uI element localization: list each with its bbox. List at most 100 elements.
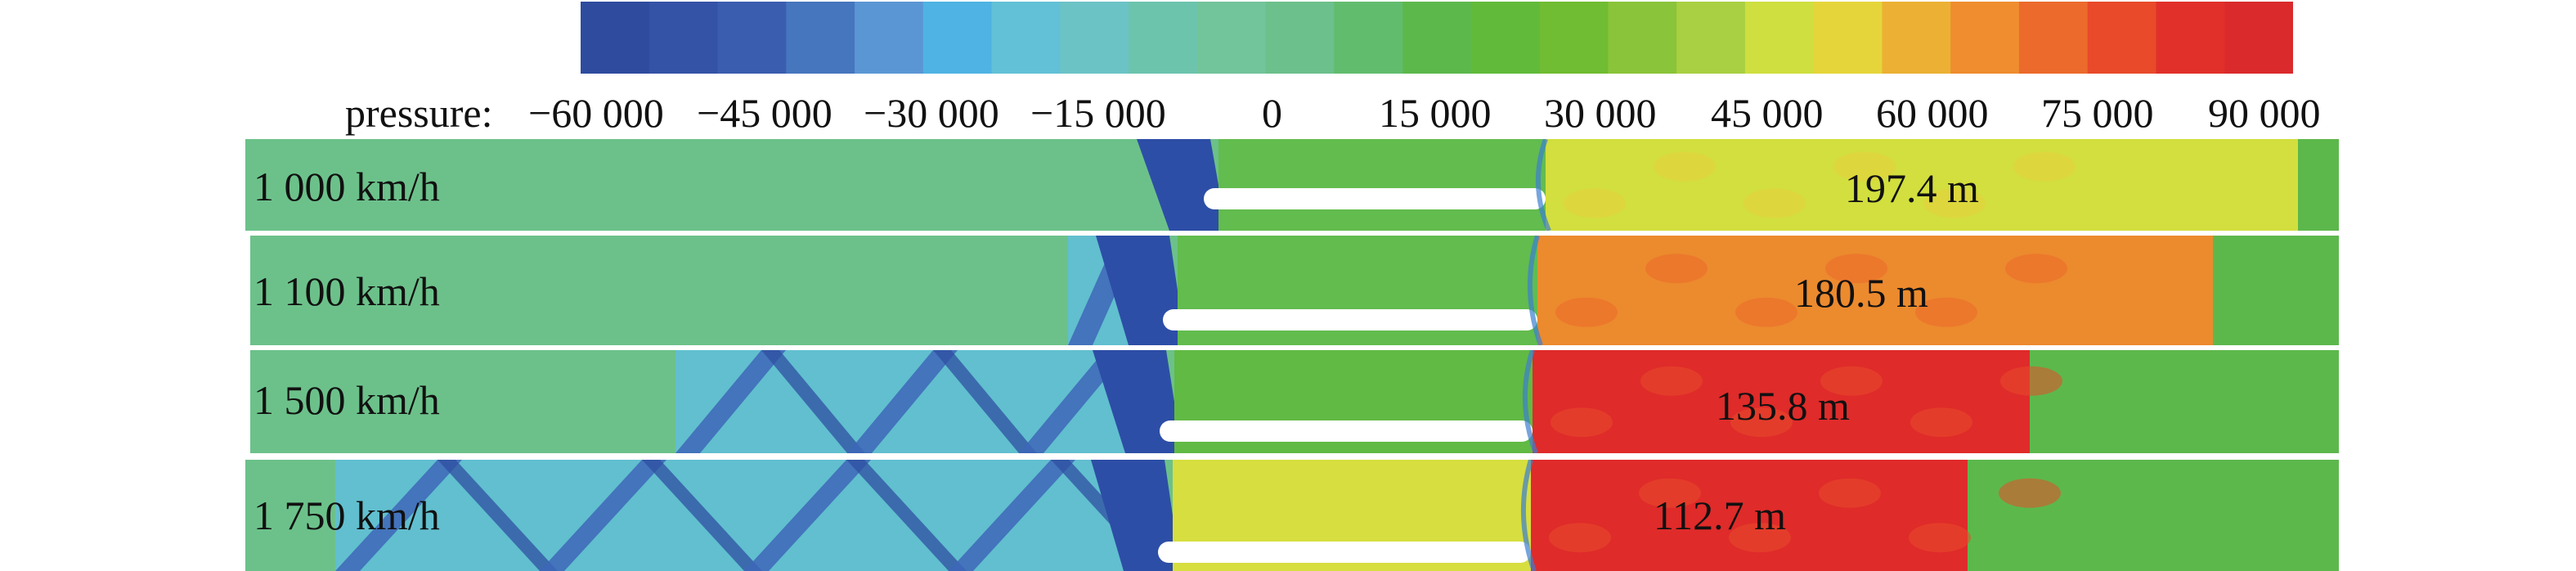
colorbar-band (1129, 2, 1198, 74)
nose-shock (1520, 460, 1537, 571)
colorbar-band (717, 2, 788, 74)
expansion-wave (761, 350, 865, 453)
colorbar-band (2018, 2, 2089, 74)
expansion-wave (949, 460, 1075, 571)
colorbar-band (2224, 2, 2294, 74)
compressed-region (1537, 236, 2213, 345)
colorbar-band (991, 2, 1061, 74)
colorbar-band (2156, 2, 2226, 74)
speed-label: 1 100 km/h (254, 268, 440, 314)
pressure-panel-1750: 1 750 km/h 112.7 m (245, 460, 2339, 571)
pressure-blob (1833, 151, 1896, 182)
pressure-blob (1910, 407, 1972, 438)
pressure-blob (1825, 254, 1887, 284)
colorbar-tick-label: −15 000 (1030, 90, 1166, 136)
expansion-wave (847, 350, 958, 453)
colorbar-tick-label: 90 000 (2208, 90, 2321, 136)
colorbar-band (648, 2, 719, 74)
colorbar-tick-label: 45 000 (1711, 90, 1824, 136)
colorbar-band (2087, 2, 2157, 74)
pressure-blob (1819, 478, 1881, 508)
colorbar-band (786, 2, 856, 74)
colorbar-tick-label: −60 000 (528, 90, 664, 136)
upstream-region (2298, 139, 2339, 231)
nose-shock (1535, 139, 1551, 231)
nose-shock (1527, 236, 1543, 345)
colorbar-band (1608, 2, 1678, 74)
colorbar-band (1882, 2, 1952, 74)
upstream-region (2213, 236, 2339, 345)
colorbar-tick-label: −45 000 (697, 90, 832, 136)
vehicle-body (1204, 188, 1546, 209)
vehicle-body (1163, 309, 1537, 330)
pressure-blob (2013, 151, 2076, 182)
pressure-blob (1820, 366, 1883, 396)
expansion-wave (438, 460, 558, 571)
pressure-blob (1915, 297, 1977, 327)
speed-label: 1 500 km/h (254, 377, 440, 423)
pressure-blob (2005, 254, 2067, 284)
speed-label: 1 000 km/h (254, 164, 440, 209)
pressure-blob (1729, 523, 1791, 553)
colorbar-band (1196, 2, 1267, 74)
pressure-blob (1999, 478, 2061, 508)
colorbar-band (855, 2, 924, 74)
colorbar-band (1470, 2, 1541, 74)
colorbar-band (922, 2, 993, 74)
pressure-field-1750-svg (245, 460, 2339, 571)
colorbar-band (1950, 2, 2020, 74)
compressed-region (1531, 460, 1968, 571)
expansion-wave (744, 460, 871, 571)
expansion-wave (540, 460, 666, 571)
colorbar-band (1334, 2, 1404, 74)
colorbar-band (1676, 2, 1746, 74)
colorbar-tick-label: 15 000 (1379, 90, 1492, 136)
expansion-wave (642, 460, 762, 571)
tail-expansion-fan (1093, 350, 1183, 453)
colorbar-band (1402, 2, 1472, 74)
colorbar-band (1744, 2, 1815, 74)
vehicle-body (1158, 542, 1531, 563)
speed-label: 1 750 km/h (254, 492, 440, 538)
pressure-blob (1549, 523, 1611, 553)
colorbar-tick-label: 0 (1262, 90, 1282, 136)
tail-expansion-fan (1137, 139, 1227, 231)
colorbar-gradient (581, 2, 2294, 74)
colorbar-title: pressure: (345, 90, 493, 136)
upstream-region (2030, 350, 2339, 453)
colorbar-labels: pressure: −60 000 −45 000 −30 000 −15 00… (0, 88, 2576, 137)
pressure-panel-1000: 1 000 km/h 197.4 m (245, 139, 2339, 231)
colorbar-tick-label: 60 000 (1876, 90, 1989, 136)
pressure-blob (1645, 254, 1708, 284)
colorbar-tick-label: −30 000 (864, 90, 999, 136)
pressure-panel-1100: 1 100 km/h 180.5 m (250, 236, 2339, 345)
expansion-wave (675, 350, 786, 453)
expansion-wave (846, 460, 967, 571)
nose-shock (1522, 350, 1538, 453)
pressure-blob (1551, 407, 1613, 438)
colorbar-band (581, 2, 650, 74)
colorbar-tick-label: 75 000 (2041, 90, 2154, 136)
distance-label: 197.4 m (1845, 165, 1979, 211)
colorbar-band (1265, 2, 1335, 74)
vehicle-surrounding-region (1218, 139, 1546, 231)
pressure-blob (1735, 297, 1797, 327)
colorbar-band (1539, 2, 1609, 74)
pressure-panel-1500: 1 500 km/h 135.8 m (250, 350, 2339, 453)
pressure-blob (1654, 151, 1716, 182)
pressure-blob (1730, 407, 1793, 438)
distance-label: 112.7 m (1654, 492, 1787, 538)
pressure-blob (1909, 523, 1971, 553)
pressure-blob (2000, 366, 2062, 396)
pressure-field-1000-svg (245, 139, 2339, 231)
pressure-colorbar (581, 2, 2294, 74)
colorbar-band (1813, 2, 1883, 74)
pressure-blob (1555, 297, 1618, 327)
pressure-blob (1639, 478, 1701, 508)
distance-label: 135.8 m (1716, 383, 1850, 429)
pressure-field-1500-svg (250, 350, 2339, 453)
expansion-wave (335, 460, 462, 571)
pressure-field-1100-svg (250, 236, 2339, 345)
upstream-region (1968, 460, 2339, 571)
